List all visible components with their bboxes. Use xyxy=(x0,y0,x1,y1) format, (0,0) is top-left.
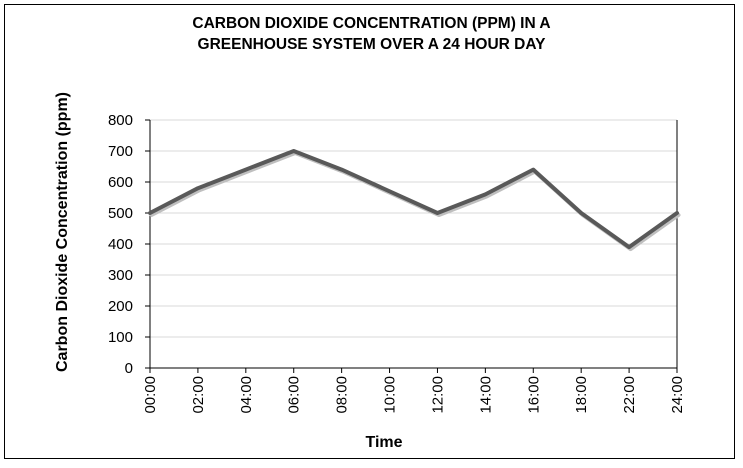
data-point xyxy=(627,245,631,249)
x-tick-label: 12:00 xyxy=(429,376,446,414)
y-tick-label: 600 xyxy=(108,174,133,191)
chart-title: CARBON DIOXIDE CONCENTRATION (PPM) IN A … xyxy=(192,15,551,53)
y-axis-title: Carbon Dioxide Concentration (ppm) xyxy=(54,92,71,372)
x-tick-label: 10:00 xyxy=(382,376,399,414)
y-tick-label: 300 xyxy=(108,267,133,284)
data-point xyxy=(244,168,248,172)
x-tick-label: 08:00 xyxy=(334,376,351,414)
y-tick-label: 100 xyxy=(108,329,133,346)
gridlines xyxy=(150,119,677,338)
x-tick-label: 02:00 xyxy=(190,376,207,414)
y-tick-label: 500 xyxy=(108,205,133,222)
axes xyxy=(145,119,678,373)
x-tick-label: 00:00 xyxy=(142,376,159,414)
y-tick-label: 200 xyxy=(108,298,133,315)
data-point xyxy=(292,149,296,153)
x-axis-title: Time xyxy=(365,434,402,451)
data-point xyxy=(387,189,392,193)
x-tick-label: 06:00 xyxy=(286,376,303,414)
x-tick-label: 18:00 xyxy=(573,376,590,414)
y-tick-label: 800 xyxy=(108,112,133,129)
y-tick-label: 700 xyxy=(108,143,133,160)
x-tick-label: 14:00 xyxy=(477,376,494,414)
y-tick-label: 0 xyxy=(125,360,133,377)
x-tick-label: 16:00 xyxy=(525,376,542,414)
data-point xyxy=(196,186,200,190)
data-point xyxy=(435,211,440,215)
data-point xyxy=(340,168,344,172)
y-tick-labels: 0 100 200 300 400 500 600 700 800 xyxy=(108,112,133,377)
x-tick-labels: 00:00 02:00 04:00 06:00 08:00 10:00 12:00 14:00… xyxy=(142,376,686,414)
y-tick-label: 400 xyxy=(108,236,133,253)
x-tick-label: 24:00 xyxy=(669,376,686,414)
x-tick-label: 22:00 xyxy=(621,376,638,414)
data-point xyxy=(579,211,583,215)
data-point xyxy=(531,168,535,172)
data-point xyxy=(483,192,487,196)
data-point xyxy=(675,211,679,215)
series-line xyxy=(148,149,679,250)
chart-frame xyxy=(4,4,735,459)
series-layer xyxy=(148,149,681,252)
x-tick-label: 04:00 xyxy=(238,376,255,414)
data-point xyxy=(148,211,152,215)
